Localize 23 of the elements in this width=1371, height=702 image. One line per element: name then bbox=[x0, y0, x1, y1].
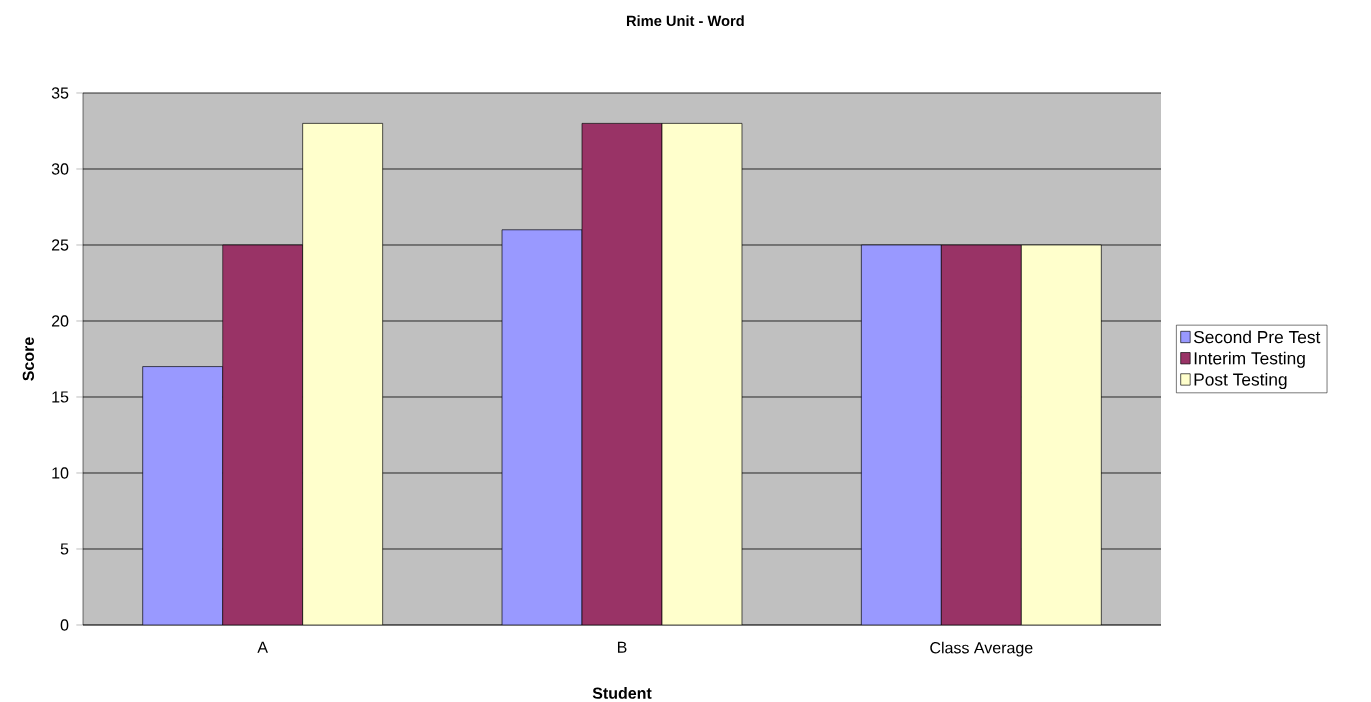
bar bbox=[222, 244, 303, 625]
legend-label: Second Pre Test bbox=[1193, 330, 1321, 344]
y-tick-label: 25 bbox=[51, 239, 69, 251]
y-tick-label: 20 bbox=[51, 315, 69, 327]
bar bbox=[582, 123, 662, 625]
x-axis-title: Student bbox=[592, 687, 652, 699]
y-tick-label: 0 bbox=[60, 619, 69, 631]
bar bbox=[1020, 244, 1102, 625]
y-tick-label: 10 bbox=[52, 467, 69, 479]
legend-label: Interim Testing bbox=[1194, 351, 1305, 368]
legend-label: Post Testing bbox=[1194, 372, 1287, 390]
bar bbox=[662, 123, 742, 625]
x-tick-label: A bbox=[257, 641, 268, 653]
x-tick-label: Class Average bbox=[930, 641, 1033, 657]
x-tick-label: B bbox=[617, 641, 627, 653]
y-tick-label: 15 bbox=[52, 391, 69, 403]
y-axis-title: Score bbox=[22, 337, 34, 381]
bar bbox=[302, 123, 383, 625]
y-tick-label: 5 bbox=[60, 543, 69, 555]
chart-title: Rime Unit - Word bbox=[626, 15, 744, 27]
y-tick-label: 30 bbox=[51, 163, 69, 175]
bar bbox=[941, 244, 1022, 625]
y-tick-label: 35 bbox=[51, 87, 69, 99]
